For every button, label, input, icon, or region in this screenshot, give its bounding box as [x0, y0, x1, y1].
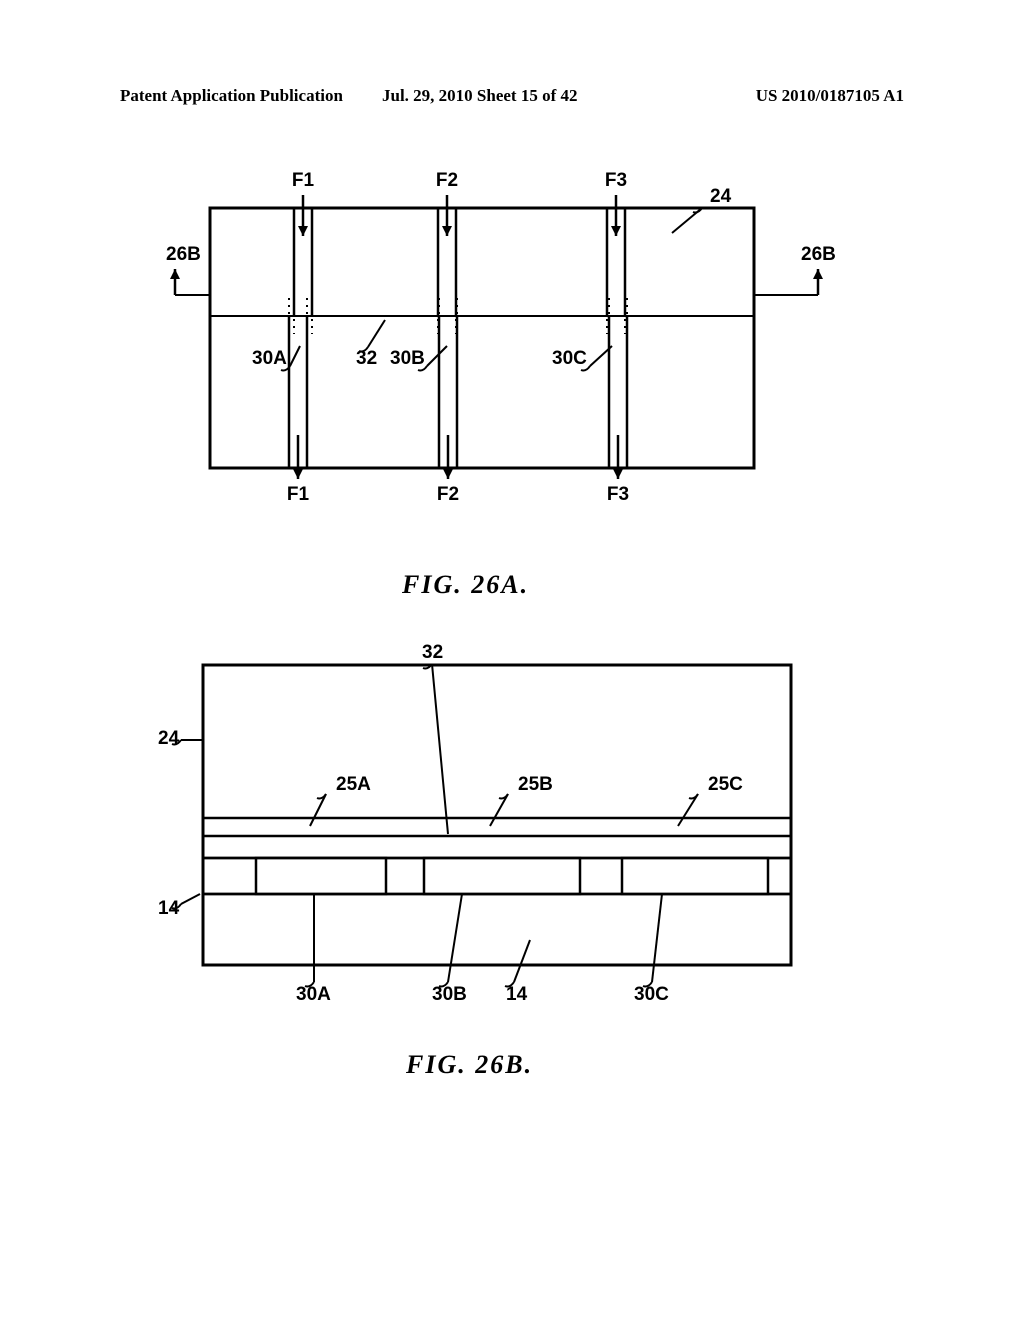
- svg-text:24: 24: [158, 728, 180, 749]
- svg-text:14: 14: [506, 984, 528, 1005]
- svg-text:30C: 30C: [634, 984, 669, 1005]
- svg-text:14: 14: [158, 898, 180, 919]
- figure-26b: 24 14 32 25A 25B 25C 30A 30B 14 30C: [0, 500, 1024, 1060]
- svg-text:F3: F3: [605, 170, 627, 191]
- svg-text:26B: 26B: [166, 244, 201, 265]
- svg-text:24: 24: [710, 186, 732, 207]
- svg-text:30C: 30C: [552, 348, 587, 369]
- svg-text:30A: 30A: [252, 348, 287, 369]
- svg-text:30B: 30B: [390, 348, 425, 369]
- svg-text:32: 32: [422, 642, 443, 663]
- svg-text:30B: 30B: [432, 984, 467, 1005]
- svg-text:F1: F1: [292, 170, 315, 191]
- svg-text:30A: 30A: [296, 984, 331, 1005]
- figure-26a: F1F1F2F2F3F326B26B243230A30B30C: [0, 0, 1024, 560]
- svg-text:25A: 25A: [336, 774, 371, 795]
- page: Patent Application Publication Jul. 29, …: [0, 0, 1024, 1320]
- svg-text:26B: 26B: [801, 244, 836, 265]
- svg-text:F2: F2: [436, 170, 458, 191]
- figure-26b-caption: FIG. 26B.: [406, 1050, 533, 1080]
- svg-text:25B: 25B: [518, 774, 553, 795]
- svg-text:32: 32: [356, 348, 377, 369]
- svg-text:25C: 25C: [708, 774, 743, 795]
